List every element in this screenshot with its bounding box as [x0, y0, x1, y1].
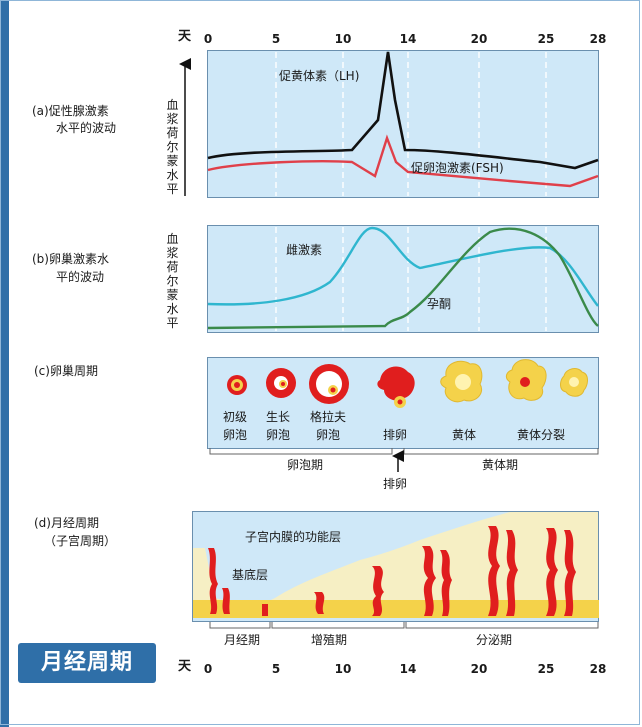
- spiral-arteries: [208, 526, 576, 616]
- day-tick-top-10: 10: [334, 32, 352, 46]
- stage-corpus-albicans: 黄体分裂: [517, 428, 566, 442]
- stage-growing-1: 生长: [266, 410, 291, 424]
- stage-primary-1: 初级: [223, 410, 248, 424]
- corpus-luteum-icon: [440, 360, 483, 403]
- phase-secretory: 分泌期: [476, 633, 513, 647]
- estrogen-label: 雌激素: [286, 243, 323, 257]
- phase-menstrual: 月经期: [224, 633, 261, 647]
- phase-proliferative: 增殖期: [311, 633, 348, 647]
- section-a-label-2: 水平的波动: [56, 121, 117, 135]
- day-tick-top-14: 14: [399, 32, 417, 46]
- stage-primary-2: 卵泡: [223, 428, 248, 442]
- lh-curve: [207, 51, 599, 170]
- panel-b: [207, 225, 599, 333]
- day-tick-top-25: 25: [537, 32, 555, 46]
- section-b-ylabel: 血浆荷尔蒙水平: [166, 232, 179, 330]
- panel-a: [207, 50, 599, 198]
- section-d-label-2: （子宫周期）: [44, 534, 117, 548]
- page-title: 月经周期: [18, 643, 156, 683]
- section-b-label-2: 平的波动: [56, 270, 105, 284]
- functional-layer-label: 子宫内膜的功能层: [245, 530, 342, 544]
- fsh-curve: [207, 134, 599, 188]
- day-tick-bottom-20: 20: [470, 662, 488, 676]
- day-tick-top-28: 28: [589, 32, 607, 46]
- section-d-label-1: (d)月经周期: [34, 516, 99, 530]
- day-unit-label-bottom: 天: [178, 659, 192, 674]
- day-tick-top-0: 0: [203, 32, 213, 46]
- day-tick-bottom-14: 14: [399, 662, 417, 676]
- corpus-albicans-icon: [560, 368, 588, 397]
- left-accent-bar: [0, 0, 9, 727]
- luteal-phase-label: 黄体期: [482, 458, 519, 472]
- growing-follicle-icon: [266, 368, 296, 398]
- day-unit-label-top: 天: [178, 29, 192, 44]
- ovulation-label: 排卵: [383, 477, 408, 491]
- basal-layer-label: 基底层: [232, 568, 269, 582]
- functional-layer: [193, 512, 598, 606]
- gridlines-b: [275, 227, 547, 331]
- basal-layer: [193, 600, 599, 618]
- section-b-label-1: (b)卵巢激素水: [32, 252, 109, 266]
- day-tick-top-20: 20: [470, 32, 488, 46]
- lh-label: 促黄体素（LH): [279, 69, 360, 83]
- section-a-ylabel: 血浆荷尔蒙水平: [166, 98, 179, 196]
- graafian-follicle-icon: [309, 364, 349, 404]
- section-a-label-1: (a)促性腺激素: [32, 104, 109, 118]
- stage-growing-2: 卵泡: [266, 428, 291, 442]
- estrogen-curve: [207, 226, 599, 307]
- day-tick-bottom-10: 10: [334, 662, 352, 676]
- stage-ovulation: 排卵: [383, 428, 408, 442]
- ovulating-follicle-icon: [377, 366, 415, 408]
- ovarian-phase-bracket: [209, 448, 599, 455]
- stage-graafian-1: 格拉夫: [310, 410, 347, 424]
- stage-graafian-2: 卵泡: [316, 428, 341, 442]
- corpus-luteum-regressing-icon: [505, 359, 547, 401]
- follicular-phase-label: 卵泡期: [287, 458, 324, 472]
- primary-follicle-icon: [227, 375, 247, 395]
- fsh-label: 促卵泡激素(FSH): [411, 161, 504, 175]
- progesterone-label: 孕酮: [427, 297, 452, 311]
- progesterone-curve: [207, 227, 599, 330]
- day-tick-bottom-0: 0: [203, 662, 213, 676]
- stage-corpus-luteum: 黄体: [452, 428, 477, 442]
- day-tick-top-5: 5: [271, 32, 281, 46]
- day-tick-bottom-25: 25: [537, 662, 555, 676]
- section-c-label: (c)卵巢周期: [34, 364, 98, 378]
- day-tick-bottom-28: 28: [589, 662, 607, 676]
- menstrual-phase-bracket: [209, 622, 599, 629]
- day-tick-bottom-5: 5: [271, 662, 281, 676]
